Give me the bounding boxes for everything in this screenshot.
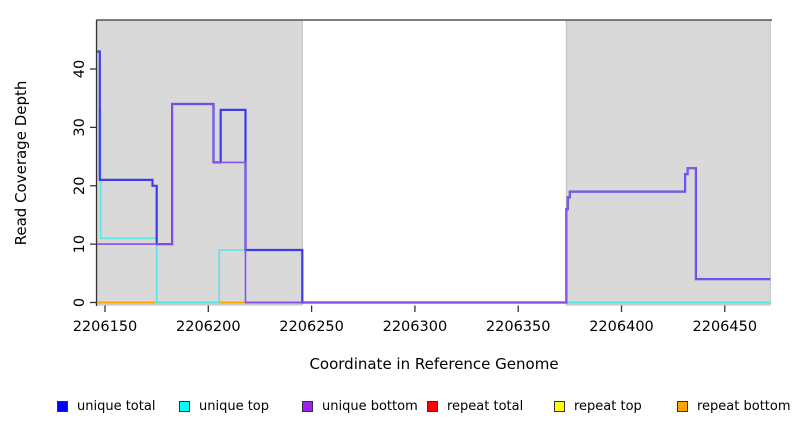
legend-item-repeat-bottom: repeat bottom [677,396,791,416]
legend-item-unique-top: unique top [179,396,269,416]
x-axis-title: Coordinate in Reference Genome [309,355,559,373]
x-tick-label: 2206350 [486,319,551,335]
legend-swatch-icon [57,400,68,412]
y-tick-label: 30 [72,118,88,136]
legend-label: unique bottom [322,398,418,414]
x-tick-label: 2206300 [383,319,448,335]
legend: unique total unique top unique bottom repea… [0,396,792,420]
legend-label: repeat total [447,398,524,414]
legend-swatch-icon [677,400,688,412]
legend-item-unique-total: unique total [57,396,155,416]
x-tick-label: 2206450 [693,319,758,335]
y-tick-label: 40 [72,60,88,78]
legend-swatch-icon [554,400,565,412]
legend-swatch-icon [302,400,313,412]
legend-label: repeat top [574,398,642,414]
x-tick-label: 2206150 [73,319,138,335]
legend-label: unique total [77,398,156,414]
shaded-region [565,19,771,306]
y-axis-title: Read Coverage Depth [12,80,30,246]
y-tick-label: 20 [72,177,88,195]
x-tick-label: 2206200 [176,319,241,335]
legend-label: unique top [199,398,270,414]
legend-label: repeat bottom [697,398,791,414]
legend-swatch-icon [179,400,190,412]
legend-swatch-icon [427,400,438,412]
series-unique-bottom [97,103,771,304]
x-tick-label: 2206400 [589,319,654,335]
legend-item-unique-bottom: unique bottom [302,396,418,416]
legend-item-repeat-total: repeat total [427,396,523,416]
y-tick-label: 0 [72,298,88,307]
legend-item-repeat-top: repeat top [554,396,642,416]
shaded-region [96,19,303,306]
x-tick-label: 2206250 [279,319,344,335]
y-tick-label: 10 [72,235,88,253]
